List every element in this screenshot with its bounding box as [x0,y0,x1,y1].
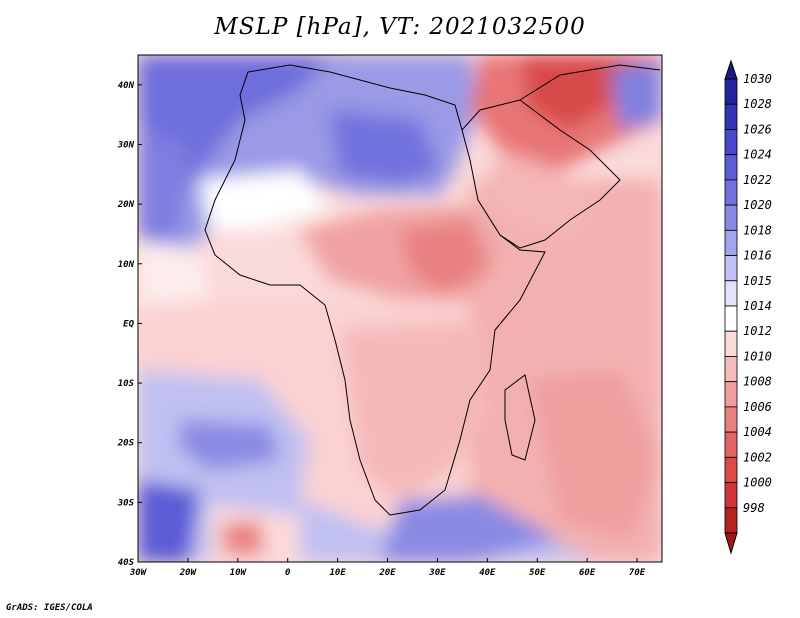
lat-tick-label: 10S [118,379,135,389]
colorbar: 1030 1028 1026 1024 1022 1020 1018 1016 1015 1014… [724,59,772,555]
colorbar-label: 1015 [743,274,772,288]
lon-tick-label: 20E [378,568,396,578]
lon-tick-label: 10W [230,568,248,578]
colorbar-box [724,280,738,307]
colorbar-box [724,482,738,509]
colorbar-box [724,255,738,282]
colorbar-label: 1008 [743,375,772,389]
lat-tick-label: 10N [118,260,135,270]
lat-tick-label: EQ [123,319,134,329]
colorbar-box [724,129,738,156]
credit-text: GrADS: IGES/COLA [6,603,93,613]
colorbar-label: 1024 [743,148,772,162]
lon-tick-label: 20W [179,568,198,578]
lat-tick-label: 20N [117,200,135,210]
lat-tick-label: 30S [117,498,135,508]
colorbar-box [724,507,738,534]
longitude-axis: 30W 20W 10W 0 10E 20E 30E 40E 50E 60E 70E [129,558,646,578]
lon-tick-label: 40E [479,568,496,578]
latitude-axis: 40N 30N 20N 10N EQ 10S 20S 30S 40S [117,81,142,568]
lon-tick-label: 30W [129,568,148,578]
colorbar-label: 1026 [743,122,772,136]
map-title: MSLP [hPa], VT: 2021032500 [214,14,586,40]
colorbar-label: 1002 [743,450,772,464]
colorbar-label: 1030 [743,72,772,86]
colorbar-label: 1016 [743,249,772,263]
lat-tick-label: 40N [118,81,135,91]
colorbar-label: 1022 [743,173,772,187]
colorbar-box [724,456,738,483]
lon-tick-label: 60E [579,568,596,578]
colorbar-label: 1004 [743,425,772,439]
colorbar-label: 1028 [743,97,772,111]
lat-tick-label: 30N [117,140,135,150]
lon-tick-label: 70E [629,568,646,578]
coastlines [204,64,661,516]
colorbar-box [724,381,738,408]
colorbar-box [724,229,738,256]
plot-frame [137,54,663,563]
colorbar-label: 1010 [743,349,772,363]
colorbar-box [724,431,738,458]
colorbar-label: 1000 [743,476,772,490]
colorbar-top-arrow [724,59,738,80]
colorbar-label: 1018 [743,223,772,237]
colorbar-box [724,103,738,130]
colorbar-box [724,78,738,105]
colorbar-label: 1012 [743,324,772,338]
colorbar-label: 1006 [743,400,772,414]
colorbar-box [724,406,738,433]
pressure-field [138,55,662,562]
lon-tick-label: 50E [529,568,546,578]
lon-tick-label: 30E [428,568,446,578]
lat-tick-label: 20S [117,439,135,449]
lon-tick-label: 0 [285,568,291,578]
colorbar-box [724,154,738,181]
colorbar-label: 1014 [743,299,772,313]
lat-tick-label: 40S [118,558,135,568]
colorbar-label: 998 [743,501,765,515]
colorbar-box [724,356,738,383]
colorbar-bottom-arrow [724,532,738,555]
colorbar-label: 1020 [743,198,772,212]
colorbar-box [724,179,738,206]
colorbar-box [724,330,738,357]
colorbar-box [724,204,738,231]
colorbar-box [724,305,738,332]
lon-tick-label: 10E [329,568,346,578]
